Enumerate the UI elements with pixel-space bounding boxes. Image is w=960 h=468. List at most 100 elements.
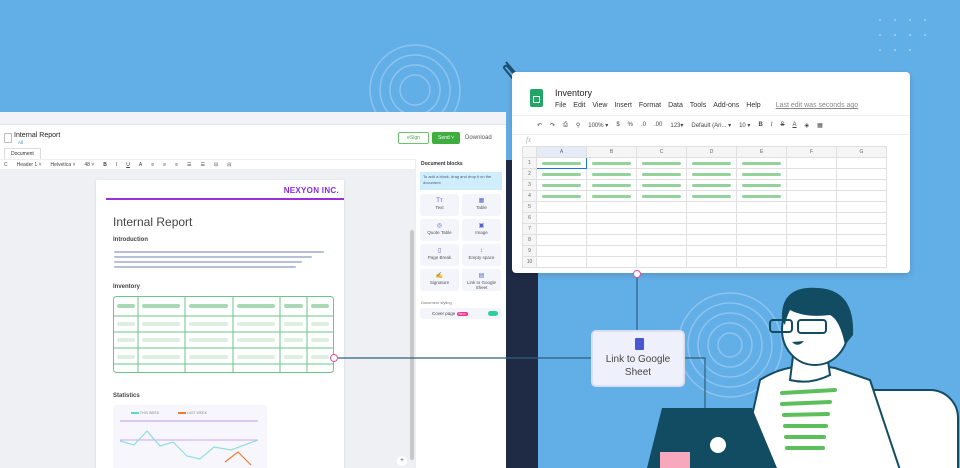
fill-color-icon[interactable]: ◈ [804,122,810,129]
bold-button[interactable]: B [758,122,763,128]
block-image[interactable]: ▣ Image [462,219,501,241]
document-editor-window: Internal Report All Document eSign Send … [0,112,506,468]
currency-button[interactable]: $ [616,122,620,128]
font-select[interactable]: Default (Ari... ▾ [691,122,732,129]
sheet-grid[interactable]: A B C D E F G 1 2 3 4 5 6 7 8 9 10 [522,146,887,268]
tab-document[interactable]: Document [4,148,41,159]
table-icon: ▦ [478,198,485,204]
menu-edit[interactable]: Edit [573,102,586,109]
print-button[interactable]: ⎙ [563,121,568,128]
block-table[interactable]: ▦ Table [462,194,501,216]
percent-button[interactable]: % [627,122,633,128]
menu-format[interactable]: Format [638,102,662,109]
menu-view[interactable]: View [592,102,608,109]
last-edit-link[interactable]: Last edit was seconds ago [775,102,859,109]
text-color-button[interactable]: A [138,161,143,168]
borders-icon[interactable]: ▦ [817,122,823,129]
redo-button[interactable]: ↷ [550,122,556,129]
menu-help[interactable]: Help [746,102,761,109]
section-inventory: Inventory [113,284,141,290]
block-link-google-sheet[interactable]: ▤ Link to Google Sheet [462,269,501,291]
document-folder[interactable]: All [18,140,24,145]
cell-value-placeholder [542,183,581,187]
scrollbar[interactable] [410,230,414,460]
number-list-button[interactable]: ☰ [200,161,205,168]
italic-button[interactable]: I [770,122,773,128]
esign-button[interactable]: eSign [398,132,429,144]
align-left-button[interactable]: ≡ [151,161,155,168]
increase-decimal-button[interactable]: .00 [654,122,663,128]
cell-value-placeholder [742,172,781,176]
connector-handle[interactable] [633,270,641,278]
block-text[interactable]: Tт Text [420,194,459,216]
number-format-select[interactable]: 123▾ [670,122,684,129]
menu-file[interactable]: File [555,102,567,109]
outdent-button[interactable]: ⊟ [227,161,232,168]
heading-select[interactable]: Header 1 ˅ [16,161,42,168]
company-logo: NEXYON INC. [283,186,339,195]
italic-button[interactable]: I [115,161,118,168]
font-select[interactable]: Helvetica ˅ [50,161,76,168]
sheet-title[interactable]: Inventory [555,88,593,98]
cell-value-placeholder [592,194,631,198]
cell-value-placeholder [642,194,681,198]
connector-handle[interactable] [330,354,338,362]
link-to-google-sheet-card[interactable]: Link to Google Sheet [591,330,685,387]
sheet-icon: ▤ [478,273,485,279]
zoom-select[interactable]: 100% ▾ [588,122,609,129]
cell-value-placeholder [692,161,731,165]
size-select[interactable]: 48 ˅ [84,161,95,168]
block-page-break[interactable]: ▯ Page Break [420,244,459,266]
document-page: NEXYON INC. Internal Report Introduction… [96,180,344,468]
cell-value-placeholder [542,194,581,198]
underline-button[interactable]: U [126,161,130,168]
decrease-decimal-button[interactable]: .0 [641,122,647,128]
sheets-logo-icon [530,89,543,107]
menu-insert[interactable]: Insert [614,102,632,109]
menu-data[interactable]: Data [668,102,683,109]
person-illustration [647,287,959,468]
block-quote-table[interactable]: ◎ Quote Table [420,219,459,241]
inventory-table[interactable] [113,296,337,376]
undo-button[interactable]: ↶ [537,122,543,129]
image-icon: ▣ [478,223,485,229]
document-title: Internal Report [14,132,61,139]
toolbar-item[interactable]: C [4,161,8,168]
send-button[interactable]: Send ˅ [432,132,460,144]
block-empty-space[interactable]: ↕ Empty space [462,244,501,266]
align-right-button[interactable]: ≡ [175,161,179,168]
download-button[interactable]: Download [465,135,492,141]
panel-title: Document blocks [421,161,463,167]
cover-page-row[interactable]: Cover page New [420,308,502,319]
sheet-icon [635,338,644,350]
font-size-select[interactable]: 10 ▾ [739,122,751,129]
new-badge: New [456,312,468,316]
header-divider [106,198,344,200]
bold-button[interactable]: B [103,161,107,168]
cell-value-placeholder [592,183,631,187]
space-icon: ↕ [480,248,483,254]
row-header[interactable]: 2 [522,168,537,180]
cell-value-placeholder [692,183,731,187]
statistics-chart: THIS WEEK LAST WEEK [113,405,267,468]
text-color-button[interactable]: A [792,122,797,128]
bullet-list-button[interactable]: ☰ [187,161,192,168]
line-chart [119,420,259,466]
quote-icon: ◎ [436,223,443,229]
strikethrough-button[interactable]: S [780,122,785,128]
add-button[interactable]: + [397,456,407,466]
menu-addons[interactable]: Add-ons [713,102,740,109]
google-sheet-window: Inventory File Edit View Insert Format Data To… [512,72,910,273]
cover-page-label: Cover page [432,311,456,316]
paint-format-button[interactable]: ⚲ [575,122,581,129]
block-signature[interactable]: ✍ Signature [420,269,459,291]
indent-button[interactable]: ⊟ [213,161,219,168]
cell-value-placeholder [642,172,681,176]
format-toolbar: C Header 1 ˅ Helvetica ˅ 48 ˅ B I U A ≡ ≡ ≡ ☰ ☰ ⊟ ⊟ [0,159,415,170]
align-center-button[interactable]: ≡ [163,161,167,168]
cell[interactable] [836,256,887,268]
cell-value-placeholder [692,194,731,198]
cover-page-toggle[interactable] [488,311,498,316]
cell-value-placeholder [692,172,731,176]
menu-tools[interactable]: Tools [689,102,707,109]
